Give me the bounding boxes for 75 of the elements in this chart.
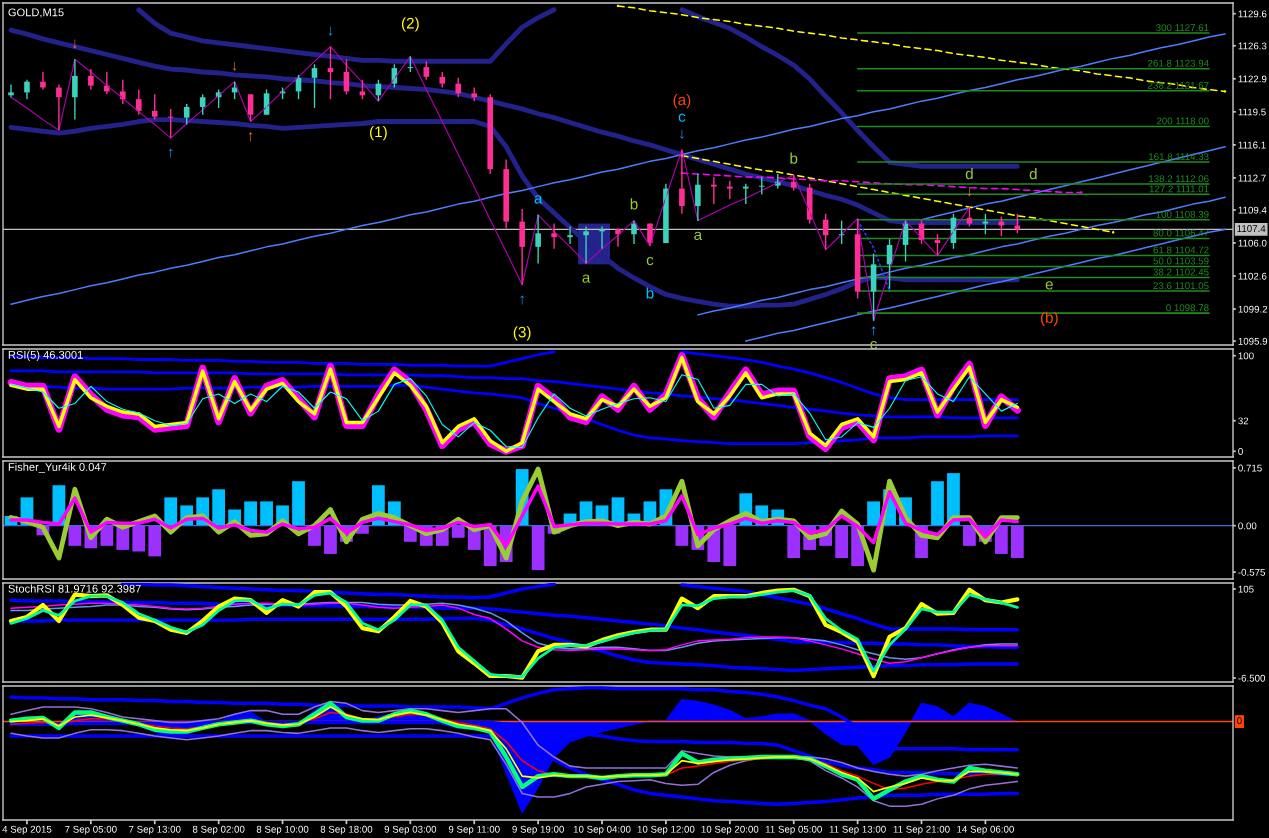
series-label: 261.8 1123.94 xyxy=(1148,59,1209,67)
annotation: c xyxy=(646,256,654,266)
annotation: (1) xyxy=(370,125,387,141)
x-tick-label: 8 Sep 18:00 xyxy=(320,825,373,835)
annotation: a xyxy=(694,231,703,241)
chart-title: Fisher_Yur4ik 0.047 xyxy=(8,462,107,474)
annotation: ↑ xyxy=(248,132,253,142)
series-label: 0 1098.78 xyxy=(1166,304,1209,312)
y-tick-label: 1109.4 xyxy=(1238,206,1267,214)
x-tick-label: 14 Sep 06:00 xyxy=(957,825,1014,835)
y-tick-label: 0.00 xyxy=(1238,522,1257,530)
series-label: 200 1118.00 xyxy=(1156,117,1209,125)
annotation: b xyxy=(630,198,638,210)
y-tick-label: 100 xyxy=(1238,352,1254,360)
y-tick-label: 1099.2 xyxy=(1238,305,1268,313)
annotation: (a) xyxy=(673,93,691,109)
series-label: 61.8 1104.72 xyxy=(1153,246,1209,254)
y-tick-label: 1106.0 xyxy=(1238,239,1267,247)
y-tick-label: 1116.1 xyxy=(1238,141,1266,149)
annotation: (b) xyxy=(1040,311,1058,326)
y-tick-label: 1122.9 xyxy=(1238,75,1267,83)
y-tick-label: 1095.9 xyxy=(1238,337,1268,345)
annotation: ↑ xyxy=(520,295,524,305)
chart-title: StochRSI 81.9716 92.3987 xyxy=(8,584,141,593)
series-label: 50.0 1103.59 xyxy=(1153,257,1209,265)
x-tick-label: 11 Sep 21:00 xyxy=(893,825,950,835)
annotation: d xyxy=(1029,168,1037,180)
x-tick-label: 7 Sep 05:00 xyxy=(65,825,117,835)
y-tick-label: 32 xyxy=(1238,417,1249,425)
y-tick-label: 1129.6 xyxy=(1238,10,1267,18)
y-tick-label: 1126.3 xyxy=(1238,42,1267,50)
series-label: 127.2 1111.01 xyxy=(1149,185,1209,193)
y-tick-label: 105 xyxy=(1238,585,1254,593)
y-tick-label: -6.500 xyxy=(1238,674,1266,682)
annotation: ↓ xyxy=(967,187,972,197)
y-tick-label: 0 xyxy=(1238,448,1243,455)
x-tick-label: 10 Sep 12:00 xyxy=(637,825,695,835)
y-tick-label: 1102.6 xyxy=(1238,272,1267,280)
series-label: 38.2 1102.45 xyxy=(1153,268,1209,276)
y-tick-label: 1112.7 xyxy=(1238,174,1266,182)
x-tick-label: 11 Sep 05:00 xyxy=(765,825,822,835)
annotation: ↓ xyxy=(680,129,684,139)
x-tick-label: 9 Sep 19:00 xyxy=(512,825,564,835)
series-label: 100 1108.39 xyxy=(1156,210,1209,218)
x-tick-label: 7 Sep 13:00 xyxy=(129,825,181,835)
annotation: ↑ xyxy=(871,326,876,336)
annotation: b xyxy=(646,287,654,299)
annotation: a xyxy=(582,274,591,283)
x-tick-label: 10 Sep 04:00 xyxy=(573,825,631,835)
x-tick-label: 8 Sep 10:00 xyxy=(256,825,309,835)
annotation: ↓ xyxy=(232,61,237,71)
annotation: b xyxy=(790,152,798,164)
x-tick-label: 8 Sep 02:00 xyxy=(192,825,245,835)
annotation: c xyxy=(678,113,686,122)
annotation: ↓ xyxy=(328,26,333,36)
chart-title: GOLD,M15 xyxy=(8,8,64,18)
x-tick-label: 4 Sep 2015 xyxy=(2,825,52,835)
x-tick-label: 9 Sep 03:00 xyxy=(384,825,437,835)
annotation: d xyxy=(965,167,973,180)
series-label: 300 1127.61 xyxy=(1156,24,1209,32)
series-label: 238.2 1121.67 xyxy=(1148,81,1209,89)
annotation: e xyxy=(1045,281,1053,290)
annotation: (3) xyxy=(513,326,531,341)
annotation: (2) xyxy=(401,17,419,32)
series-label: 23.6 1101.05 xyxy=(1153,282,1209,290)
series-label: 138.2 1112.06 xyxy=(1149,175,1209,183)
y-tick-label: 0.715 xyxy=(1238,464,1262,472)
annotation: ↑ xyxy=(168,148,173,158)
x-tick-label: 11 Sep 13:00 xyxy=(829,825,886,835)
x-tick-label: 9 Sep 11:00 xyxy=(448,825,500,835)
annotation: ↓ xyxy=(73,39,77,49)
y-tick-label: 1119.5 xyxy=(1238,108,1266,116)
ref-line-label: 1107.4 xyxy=(1237,225,1266,232)
x-tick-label: 10 Sep 20:00 xyxy=(701,825,759,835)
y-tick-label: -0.575 xyxy=(1238,568,1266,576)
